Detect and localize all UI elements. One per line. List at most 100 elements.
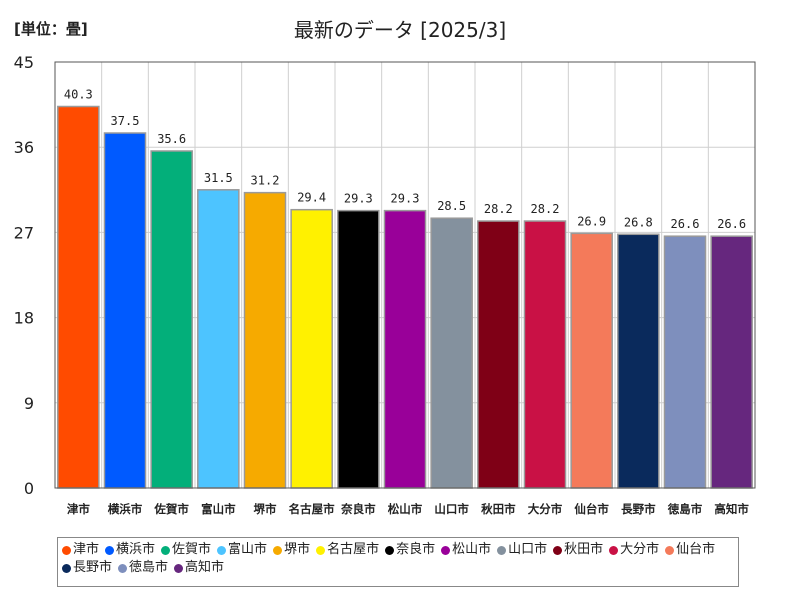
legend-label: 秋田市 <box>564 542 604 557</box>
legend-marker <box>553 545 563 555</box>
x-tick-label: 富山市 <box>201 502 236 516</box>
legend-label: 仙台市 <box>676 542 716 557</box>
legend-label: 堺市 <box>284 542 311 557</box>
legend-marker <box>441 545 451 555</box>
x-tick-label: 堺市 <box>254 502 277 516</box>
legend-item: 徳島市 <box>118 559 168 577</box>
bar-value-label: 28.2 <box>531 202 560 216</box>
bar-value-label: 35.6 <box>157 132 186 146</box>
legend-marker <box>174 563 184 573</box>
bar-chart: 0 9 18 27 36 45 40.3 津市 37.5 横浜市 35.6 佐賀市 31.5 富山市 31.… <box>14 53 756 516</box>
bar <box>243 191 287 489</box>
legend-item: 佐賀市 <box>161 541 211 559</box>
legend-marker <box>497 545 507 555</box>
unit-label: [単位：畳] <box>14 20 88 38</box>
legend-item: 富山市 <box>217 541 267 559</box>
x-tick-label: 大分市 <box>528 502 563 516</box>
x-tick-label: 津市 <box>67 502 90 516</box>
legend-label: 大分市 <box>620 542 660 557</box>
bar-value-label: 31.2 <box>251 174 280 188</box>
x-tick-label: 山口市 <box>434 502 469 516</box>
legend-item: 奈良市 <box>385 541 435 559</box>
bar <box>617 233 660 489</box>
bar-value-label: 26.6 <box>671 217 700 231</box>
bar-value-label: 26.9 <box>577 214 606 228</box>
x-tick-label: 松山市 <box>388 502 423 516</box>
y-tick-label: 18 <box>14 309 34 328</box>
legend-marker <box>105 545 115 555</box>
legend-marker <box>62 545 71 555</box>
legend-item: 横浜市 <box>105 541 155 559</box>
x-tick-label: 佐賀市 <box>153 502 189 516</box>
legend-item: 長野市 <box>62 559 112 577</box>
bar-value-label: 29.4 <box>297 191 326 205</box>
bar-value-label: 28.5 <box>437 199 466 213</box>
bar <box>523 220 567 489</box>
x-tick-label: 横浜市 <box>108 502 143 516</box>
legend-item: 津市 <box>62 541 99 559</box>
legend-label: 松山市 <box>452 542 492 557</box>
bar-value-label: 29.3 <box>391 192 420 206</box>
bar <box>663 235 707 489</box>
legend-label: 富山市 <box>228 542 268 557</box>
bar <box>570 232 613 489</box>
bar <box>103 132 147 489</box>
legend-label: 山口市 <box>508 542 548 557</box>
legend-marker <box>118 563 128 573</box>
bar-value-label: 37.5 <box>111 114 140 128</box>
legend-marker <box>161 545 171 555</box>
y-tick-label: 27 <box>14 223 34 242</box>
legend-item: 松山市 <box>441 541 491 559</box>
bar-value-label: 31.5 <box>204 171 233 185</box>
bar <box>430 217 473 489</box>
legend-marker <box>273 545 283 555</box>
legend-label: 高知市 <box>185 560 225 575</box>
x-tick-label: 徳島市 <box>667 502 703 516</box>
legend-marker <box>316 545 326 555</box>
plot-frame <box>54 61 756 489</box>
bar-value-label: 29.3 <box>344 192 373 206</box>
bar <box>57 105 100 489</box>
legend-label: 名古屋市 <box>327 542 380 557</box>
legend-label: 長野市 <box>73 560 113 575</box>
legend-marker <box>385 545 395 555</box>
legend-marker <box>217 545 227 555</box>
bar <box>290 208 333 489</box>
x-tick-label: 長野市 <box>621 502 656 516</box>
bar-value-label: 26.6 <box>717 217 746 231</box>
legend-item: 名古屋市 <box>316 541 379 559</box>
x-tick-label: 名古屋市 <box>289 502 335 516</box>
bar-value-label: 26.8 <box>624 215 653 229</box>
legend-label: 津市 <box>73 542 100 557</box>
legend-item: 堺市 <box>273 541 310 559</box>
legend-marker <box>609 545 619 555</box>
legend-label: 徳島市 <box>129 560 169 575</box>
y-tick-label: 9 <box>24 394 34 413</box>
legend-item: 秋田市 <box>553 541 603 559</box>
bar <box>383 209 427 489</box>
x-tick-label: 秋田市 <box>481 502 516 516</box>
legend-item: 大分市 <box>609 541 659 559</box>
legend-item: 高知市 <box>174 559 224 577</box>
legend: 津市 横浜市 佐賀市 富山市 堺市 名古屋市 奈良市 松山市 山口市 秋田市 大分市 仙台市長野市 徳島… <box>57 537 739 587</box>
bar <box>150 150 193 489</box>
chart-title: 最新のデータ [2025/3] <box>293 18 507 42</box>
legend-label: 奈良市 <box>396 542 436 557</box>
x-tick-label: 仙台市 <box>574 502 609 516</box>
bar <box>477 220 520 489</box>
legend-label: 佐賀市 <box>172 542 212 557</box>
y-tick-label: 0 <box>24 479 34 498</box>
y-tick-label: 36 <box>14 138 34 157</box>
bar <box>337 209 380 489</box>
legend-marker <box>62 563 71 573</box>
x-tick-label: 奈良市 <box>340 502 376 516</box>
bar <box>710 235 753 489</box>
x-tick-label: 高知市 <box>714 502 749 516</box>
bar <box>197 189 240 489</box>
legend-item: 山口市 <box>497 541 547 559</box>
legend-marker <box>665 545 675 555</box>
legend-item: 仙台市 <box>665 541 715 559</box>
bar-value-label: 40.3 <box>64 87 93 101</box>
bar-value-label: 28.2 <box>484 202 513 216</box>
legend-label: 横浜市 <box>116 542 156 557</box>
